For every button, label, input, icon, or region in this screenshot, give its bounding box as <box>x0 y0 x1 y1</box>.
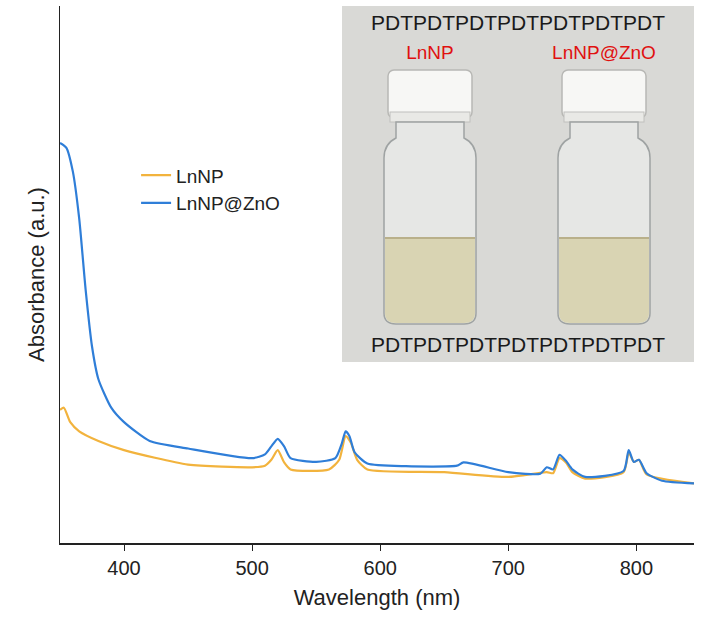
svg-text:600: 600 <box>364 557 397 579</box>
svg-text:LnNP@ZnO: LnNP@ZnO <box>176 193 280 214</box>
svg-text:800: 800 <box>620 557 653 579</box>
html-text:LnNP: LnNP <box>406 42 454 63</box>
svg-text:400: 400 <box>107 557 140 579</box>
html-text:LnNP@ZnO: LnNP@ZnO <box>552 42 656 63</box>
svg-text:Wavelength (nm): Wavelength (nm) <box>294 585 461 610</box>
html-text:PDTPDTPDTPDTPDTPDTPDT: PDTPDTPDTPDTPDTPDTPDT <box>371 333 665 356</box>
svg-text:Absorbance (a.u.): Absorbance (a.u.) <box>24 187 49 362</box>
html-text:PDTPDTPDTPDTPDTPDTPDT: PDTPDTPDTPDTPDTPDTPDT <box>371 11 665 34</box>
svg-text:500: 500 <box>235 557 268 579</box>
svg-text:700: 700 <box>492 557 525 579</box>
svg-text:LnNP: LnNP <box>176 166 224 187</box>
